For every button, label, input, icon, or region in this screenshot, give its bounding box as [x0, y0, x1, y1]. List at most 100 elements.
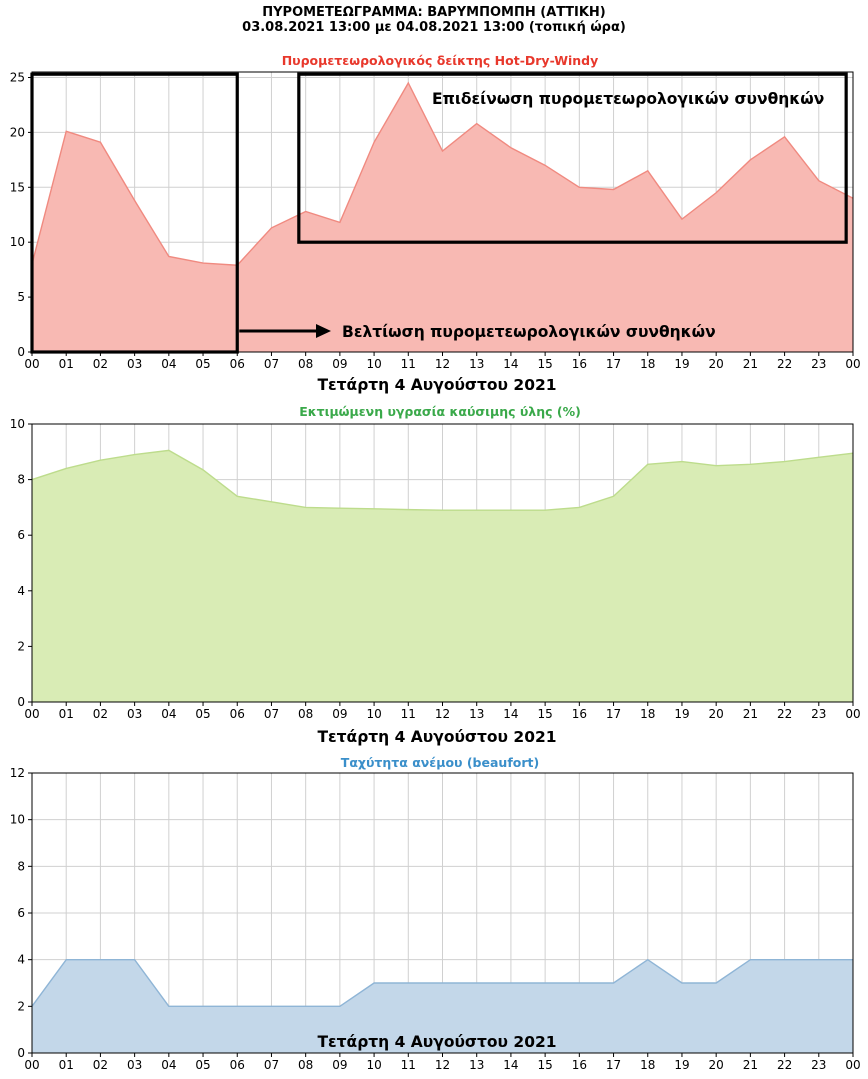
annotation-arrow-head: [316, 324, 331, 338]
y-tick-label: 2: [17, 999, 25, 1013]
x-tick-label: 19: [674, 357, 689, 371]
x-tick-label: 08: [298, 1058, 313, 1072]
x-tick-label: 11: [401, 707, 416, 721]
x-tick-label: 03: [127, 357, 142, 371]
x-tick-label: 06: [230, 707, 245, 721]
x-tick-label: 07: [264, 707, 279, 721]
worsening-annotation: Επιδείνωση πυρομετεωρολογικών συνθηκών: [297, 72, 848, 244]
chart-panel-2: 00 01 02 03 04 05 06 07 08 09 10 11 12 13 14 15 16 17 18 19…: [10, 404, 861, 746]
x-tick-label: 03: [127, 1058, 142, 1072]
x-tick-label: 13: [469, 1058, 484, 1072]
x-tick-label: 03: [127, 707, 142, 721]
x-tick-label: 16: [572, 1058, 587, 1072]
x-tick-label: 21: [743, 707, 758, 721]
y-tick-label: 10: [10, 813, 25, 827]
x-tick-label: 18: [640, 1058, 655, 1072]
x-tick-label: 12: [435, 1058, 450, 1072]
x-tick-label: 04: [161, 707, 176, 721]
x-tick-label: 23: [811, 1058, 826, 1072]
x-tick-label: 06: [230, 357, 245, 371]
x-tick-label: 02: [93, 1058, 108, 1072]
x-tick-label: 13: [469, 357, 484, 371]
x-tick-label: 09: [332, 1058, 347, 1072]
x-tick-label: 10: [366, 357, 381, 371]
x-tick-label: 14: [503, 357, 518, 371]
series-line: [31, 449, 854, 511]
x-tick-label: 07: [264, 1058, 279, 1072]
x-tick-label: 15: [537, 357, 552, 371]
x-tick-label: 12: [435, 357, 450, 371]
x-tick-label: 11: [401, 1058, 416, 1072]
x-tick-label: 10: [366, 707, 381, 721]
y-tick-label: 10: [10, 235, 25, 249]
x-tick-label: 13: [469, 707, 484, 721]
y-tick-label: 20: [10, 125, 25, 139]
y-tick-label: 0: [17, 1046, 25, 1060]
y-tick-label: 15: [10, 180, 25, 194]
chart-panel-1: 00 01 02 03 04 05 06 07 08 09 10 11 12 13 14 15 16 17 18 19…: [10, 53, 861, 394]
annotation-box: [297, 72, 848, 244]
y-tick-label: 8: [17, 473, 25, 487]
x-tick-label: 12: [435, 707, 450, 721]
y-tick-label: 2: [17, 639, 25, 653]
x-tick-label: 23: [811, 357, 826, 371]
x-tick-label: 20: [709, 357, 724, 371]
x-tick-label: 17: [606, 357, 621, 371]
x-tick-label: 05: [195, 357, 210, 371]
series-line: [31, 81, 854, 266]
x-tick-label: 15: [537, 1058, 552, 1072]
x-tick-label: 19: [674, 1058, 689, 1072]
x-tick-label: 17: [606, 1058, 621, 1072]
x-tick-label: 09: [332, 707, 347, 721]
x-tick-label: 21: [743, 357, 758, 371]
x-tick-label: 02: [93, 357, 108, 371]
x-tick-label: 00: [24, 707, 39, 721]
x-tick-label: 18: [640, 707, 655, 721]
x-tick-label: 01: [59, 357, 74, 371]
y-tick-label: 10: [10, 417, 25, 431]
y-tick-label: 4: [17, 584, 25, 598]
x-tick-label: 17: [606, 707, 621, 721]
y-tick-label: 5: [17, 290, 25, 304]
x-tick-label: 18: [640, 357, 655, 371]
x-tick-label: 02: [93, 707, 108, 721]
x-tick-label: 00: [845, 1058, 860, 1072]
y-tick-label: 12: [10, 766, 25, 780]
y-tick-label: 0: [17, 695, 25, 709]
x-tick-label: 15: [537, 707, 552, 721]
x-tick-label: 08: [298, 357, 313, 371]
y-tick-label: 4: [17, 953, 25, 967]
y-tick-label: 0: [17, 345, 25, 359]
improvement-annotation: Βελτίωση πυρομετεωρολογικών συνθηκών: [30, 72, 716, 354]
x-tick-label: 20: [709, 707, 724, 721]
chart-panel-3: 00 01 02 03 04 05 06 07 08 09 10 11 12 13 14 15 16 17 18 19…: [10, 755, 861, 1072]
x-tick-label: 19: [674, 707, 689, 721]
x-tick-label: 01: [59, 1058, 74, 1072]
x-tick-label: 20: [709, 1058, 724, 1072]
x-tick-label: 16: [572, 357, 587, 371]
figure-subtitle: 03.08.2021 13:00 με 04.08.2021 13:00 (το…: [242, 20, 626, 35]
y-tick-label: 6: [17, 528, 25, 542]
x-tick-label: 09: [332, 357, 347, 371]
x-axis-label: Τετάρτη 4 Αυγούστου 2021: [317, 376, 556, 394]
y-tick-label: 6: [17, 906, 25, 920]
x-axis-label: Τετάρτη 4 Αυγούστου 2021: [317, 728, 556, 746]
annotation-text: Βελτίωση πυρομετεωρολογικών συνθηκών: [342, 323, 716, 341]
x-tick-label: 16: [572, 707, 587, 721]
x-tick-label: 21: [743, 1058, 758, 1072]
y-tick-label: 8: [17, 859, 25, 873]
series-area: [32, 959, 853, 1053]
chart-title: Ταχύτητα ανέμου (beaufort): [341, 755, 539, 770]
x-tick-label: 00: [24, 1058, 39, 1072]
x-tick-label: 08: [298, 707, 313, 721]
x-tick-label: 05: [195, 707, 210, 721]
annotation-box: [30, 72, 239, 354]
x-tick-label: 00: [845, 357, 860, 371]
series-line: [31, 958, 853, 1008]
figure-title: ΠΥΡΟΜΕΤΕΩΓΡΑΜΜΑ: ΒΑΡΥΜΠΟΜΠΗ (ΑΤΤΙΚΗ): [262, 5, 606, 20]
x-tick-label: 06: [230, 1058, 245, 1072]
y-tick-label: 25: [10, 70, 25, 84]
x-tick-label: 04: [161, 1058, 176, 1072]
chart-title: Πυρομετεωρολογικός δείκτης Hot-Dry-Windy: [282, 53, 599, 68]
